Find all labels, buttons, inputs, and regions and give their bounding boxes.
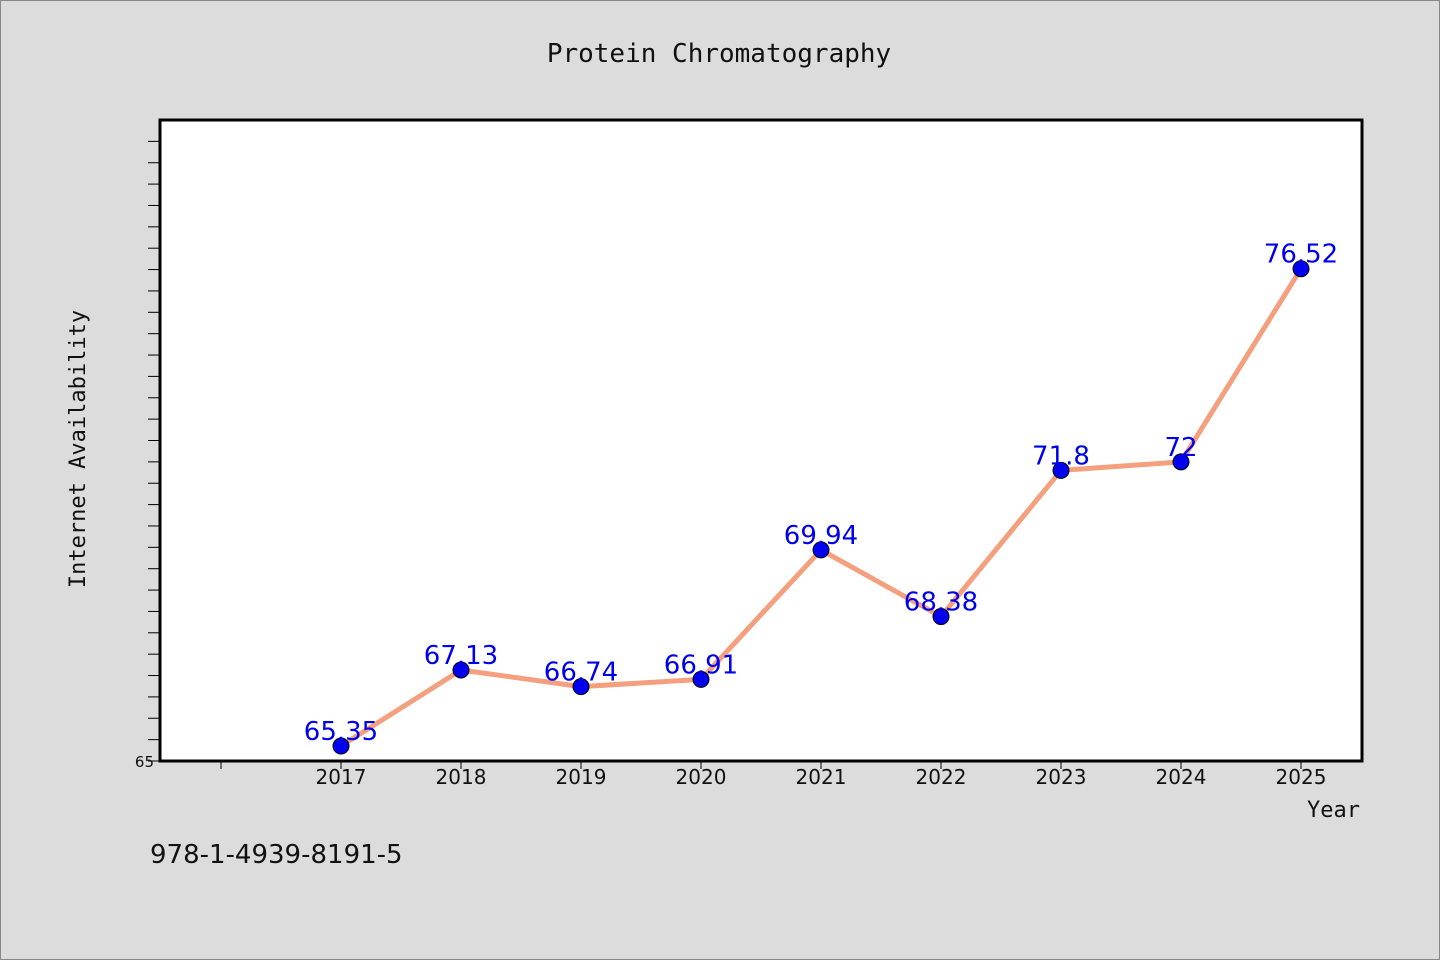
- x-tick-label: 2022: [916, 765, 967, 789]
- data-point: [572, 678, 590, 696]
- x-axis-label: Year: [1307, 798, 1360, 823]
- data-label: 68.38: [904, 588, 978, 618]
- data-label: 72: [1164, 433, 1197, 463]
- data-point: [1292, 260, 1310, 278]
- y-axis-label: Internet Availability: [66, 310, 91, 588]
- series-line: [332, 260, 1310, 755]
- y-tick-label: 65: [135, 753, 154, 771]
- data-label: 76.52: [1264, 240, 1338, 270]
- data-label: 66.74: [544, 658, 618, 688]
- x-tick-label: 2020: [676, 765, 727, 789]
- x-tick-label: 2024: [1156, 765, 1207, 789]
- data-point: [1172, 453, 1190, 471]
- data-point: [932, 608, 950, 626]
- data-point: [692, 670, 710, 688]
- x-tick-label: 2021: [796, 765, 847, 789]
- data-label: 69.94: [784, 521, 858, 551]
- x-tick-label: 2019: [556, 765, 607, 789]
- data-point: [332, 737, 350, 755]
- x-tick-label: 2018: [436, 765, 487, 789]
- y-axis-ticks: 65: [135, 140, 160, 771]
- x-axis-ticks: 2017 2018 2019 2020 2021 2022 2023 2024 2025: [220, 761, 1327, 789]
- data-label: 66.91: [664, 650, 738, 680]
- data-point: [812, 541, 830, 559]
- data-label: 67.13: [424, 641, 498, 671]
- plot-area: [158, 118, 1364, 763]
- data-label: 65.35: [304, 717, 378, 747]
- chart-title: Protein Chromatography: [547, 39, 891, 69]
- data-labels: 65.35 67.13 66.74 66.91 69.94 68.38 71.8 72 76.5…: [304, 240, 1338, 747]
- data-label: 71.8: [1032, 441, 1090, 471]
- data-point: [452, 661, 470, 679]
- x-tick-label: 2017: [316, 765, 367, 789]
- data-point: [1052, 461, 1070, 479]
- x-tick-label: 2023: [1036, 765, 1087, 789]
- x-tick-label: 2025: [1276, 765, 1327, 789]
- isbn-text: 978-1-4939-8191-5: [150, 840, 403, 870]
